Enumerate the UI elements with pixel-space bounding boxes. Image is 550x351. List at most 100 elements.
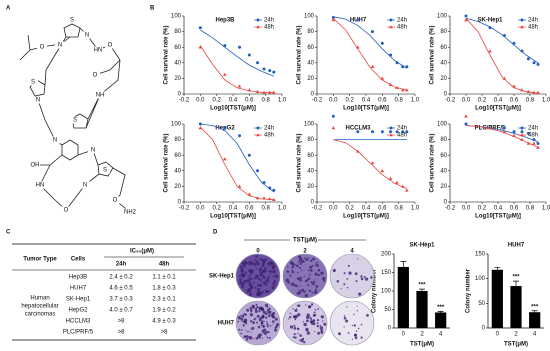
atom-bg <box>35 181 45 189</box>
point <box>237 84 242 88</box>
x-tick-label: 0.0 <box>329 206 338 212</box>
colony <box>262 276 266 280</box>
colony <box>260 267 262 269</box>
colony <box>268 307 271 310</box>
colony <box>256 314 260 318</box>
colony <box>317 308 320 310</box>
colony <box>266 290 269 294</box>
colony <box>338 332 341 336</box>
colony <box>240 317 244 321</box>
y-axis-label: Cell survival rate (%) <box>164 25 170 84</box>
point <box>237 184 242 188</box>
atom-bg <box>88 146 98 154</box>
point <box>267 90 272 94</box>
point <box>395 180 399 184</box>
colony <box>271 315 275 319</box>
colony <box>289 316 292 319</box>
colony <box>241 320 243 323</box>
colony <box>292 308 294 310</box>
error-bar <box>531 310 538 313</box>
x-tick-label: 0.8 <box>526 98 535 104</box>
colony <box>312 319 316 323</box>
colony <box>240 273 243 276</box>
colony <box>275 323 280 327</box>
colony <box>317 273 320 276</box>
y-tick-label: 0 <box>444 200 448 206</box>
x-axis-label: Log10[TST(μM)] <box>343 106 389 112</box>
point <box>536 62 540 66</box>
legend-marker <box>256 18 260 22</box>
table-cell: >8 <box>118 330 126 336</box>
colony <box>257 262 260 266</box>
colony <box>242 268 244 271</box>
colony <box>260 272 264 275</box>
colony <box>340 288 342 290</box>
colony <box>249 306 250 308</box>
colony <box>262 325 265 328</box>
colony <box>308 289 312 292</box>
colony <box>316 319 320 322</box>
legend-marker <box>520 126 524 130</box>
colony <box>309 273 311 276</box>
colony <box>360 277 364 281</box>
atom-label: N <box>36 98 40 104</box>
colony <box>354 272 358 276</box>
colony <box>250 258 252 259</box>
colony <box>247 276 250 278</box>
colony <box>320 271 324 275</box>
colony <box>249 280 252 283</box>
colony <box>272 282 276 286</box>
y-tick-label: 40 <box>440 168 447 174</box>
point <box>356 130 360 134</box>
y-tick-label: 100 <box>437 122 448 128</box>
colony <box>291 263 294 266</box>
colony <box>356 305 358 307</box>
colony <box>292 336 295 339</box>
colony <box>257 277 261 281</box>
colony <box>302 321 304 323</box>
colony <box>313 311 315 313</box>
y-axis-label: Colony number <box>372 268 378 313</box>
x-tick-label: 0.8 <box>526 206 535 212</box>
point <box>526 141 531 145</box>
colony <box>273 272 276 274</box>
atom-bg <box>93 46 103 54</box>
colony <box>244 313 247 316</box>
point <box>331 126 336 130</box>
point <box>371 130 375 134</box>
bar <box>491 269 503 328</box>
colony <box>357 258 359 260</box>
point <box>488 126 492 130</box>
panel-label: C <box>6 230 11 236</box>
point <box>223 126 227 130</box>
legend-marker <box>520 18 524 22</box>
colony <box>262 291 264 294</box>
point <box>532 138 536 142</box>
colony <box>274 284 277 287</box>
colony <box>250 284 252 286</box>
colony <box>275 269 278 271</box>
point <box>268 69 272 73</box>
y-tick-label: 80 <box>307 137 314 143</box>
x-tick-label: 0.6 <box>378 206 387 212</box>
point <box>331 114 335 118</box>
point <box>405 130 409 134</box>
colony <box>266 305 269 308</box>
x-tick-label: 1.0 <box>278 206 287 212</box>
x-tick-label: 0.6 <box>510 98 519 104</box>
colony <box>271 270 274 274</box>
colony <box>332 268 336 273</box>
point <box>272 188 276 192</box>
colony <box>297 271 299 274</box>
atom-label: S <box>70 18 74 24</box>
colony <box>272 320 275 323</box>
colony <box>263 270 266 272</box>
fit-curve <box>465 18 539 94</box>
colony <box>270 260 273 263</box>
colony <box>253 281 256 284</box>
colony <box>254 317 257 320</box>
x-tick-label: 0.2 <box>212 98 221 104</box>
colony <box>314 290 318 294</box>
colony <box>293 316 295 318</box>
colony <box>267 276 270 279</box>
